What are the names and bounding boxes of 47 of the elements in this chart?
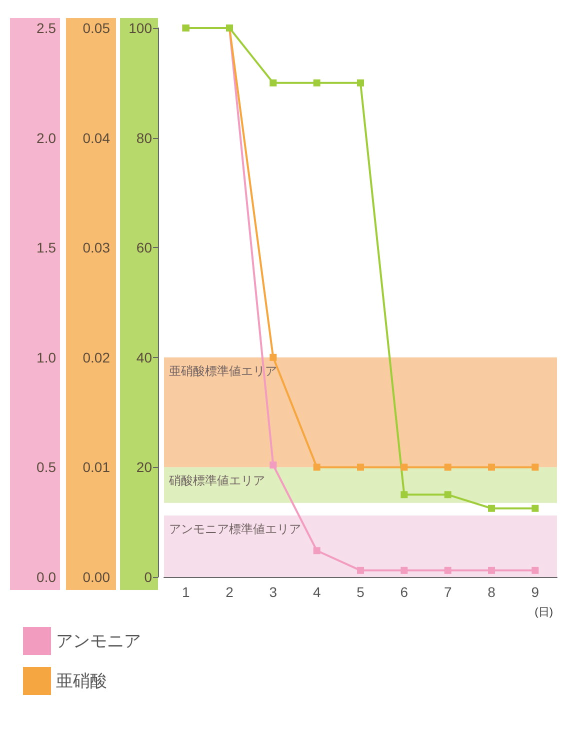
- point: [444, 566, 452, 574]
- point: [357, 566, 364, 574]
- legend-label: アンモニア: [56, 632, 141, 650]
- x-tick-label: 6: [400, 584, 408, 600]
- band-label: アンモニア標準値エリア: [169, 522, 301, 536]
- y3-tick-label: 0.0: [36, 569, 56, 585]
- point: [444, 491, 452, 498]
- y2-tick-label: 0.02: [82, 349, 110, 366]
- point: [532, 504, 539, 512]
- y3-tick-label: 0.5: [36, 459, 56, 476]
- x-tick-label: 1: [182, 584, 190, 600]
- y-tick-label: 40: [136, 349, 152, 366]
- y2-tick-label: 0.04: [82, 130, 110, 146]
- y3-tick-label: 1.0: [36, 349, 56, 366]
- point: [313, 79, 320, 86]
- y-tick-label: 80: [136, 130, 152, 146]
- y-tick-label: 100: [128, 20, 152, 36]
- y2-tick-label: 0.00: [82, 569, 110, 585]
- legend-label: 亜硝酸: [56, 672, 107, 690]
- y-tick-label: 20: [136, 459, 152, 476]
- x-tick-label: 5: [356, 584, 365, 600]
- band-label: 亜硝酸標準値エリア: [169, 364, 277, 378]
- point: [270, 79, 277, 86]
- y2-tick-label: 0.03: [82, 240, 110, 256]
- y3-tick-label: 2.0: [36, 130, 56, 146]
- x-tick-label: 8: [488, 584, 496, 600]
- point: [270, 462, 277, 469]
- band-label: 硝酸標準値エリア: [168, 474, 265, 488]
- point: [532, 566, 539, 574]
- point: [400, 491, 408, 498]
- y3-tick-label: 1.5: [36, 240, 56, 256]
- y2-tick-label: 0.05: [82, 20, 110, 36]
- point: [400, 566, 408, 574]
- point: [488, 566, 495, 574]
- y-tick-label: 60: [136, 240, 152, 256]
- point: [357, 79, 364, 86]
- y3-tick-label: 2.5: [36, 20, 56, 36]
- point: [488, 504, 495, 512]
- y-tick-label: 0: [144, 569, 152, 585]
- x-tick-label: 3: [269, 584, 278, 600]
- point: [313, 547, 320, 554]
- x-tick-label: 2: [226, 584, 234, 600]
- y2-tick-label: 0.01: [82, 459, 110, 476]
- x-tick-label: 7: [444, 584, 452, 600]
- x-tick-label: 9: [531, 584, 540, 600]
- x-axis-title: (日): [534, 606, 553, 618]
- x-tick-label: 4: [312, 584, 321, 600]
